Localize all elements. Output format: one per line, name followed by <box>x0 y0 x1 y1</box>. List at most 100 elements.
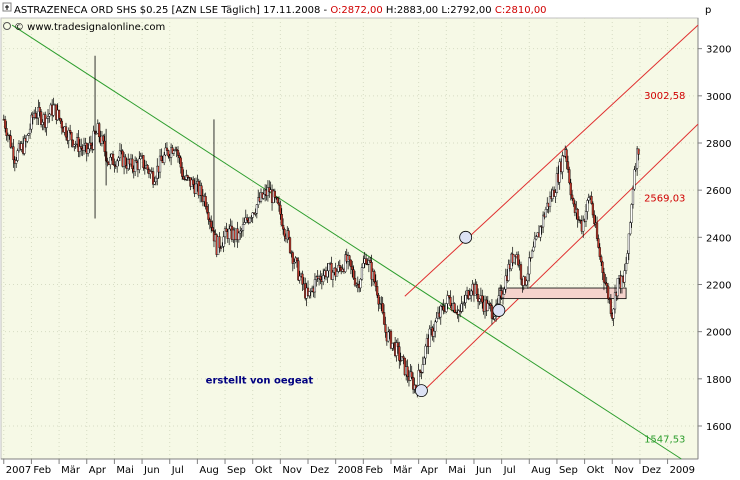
candle-body <box>384 324 387 333</box>
x-tick-label: Sep <box>559 465 578 476</box>
candle-body <box>291 252 294 264</box>
candle-body <box>262 193 265 199</box>
candle-body <box>131 158 134 169</box>
candle-body <box>569 182 572 196</box>
y-tick-label: 2000 <box>706 328 731 339</box>
candle-body <box>387 331 390 342</box>
candle-body <box>48 113 51 117</box>
candle-body <box>410 371 413 378</box>
candle-body <box>602 272 606 283</box>
candle-body <box>475 284 478 295</box>
x-tick-label: Nov <box>282 465 302 476</box>
candle-body <box>113 164 116 166</box>
candle-body <box>225 228 228 232</box>
candle-body <box>467 290 470 299</box>
candle-body <box>118 150 122 159</box>
candle-body <box>370 262 373 280</box>
candle-body <box>71 139 75 147</box>
candles <box>2 55 640 398</box>
candle-body <box>102 135 105 142</box>
candle-body <box>167 150 170 157</box>
candle-body <box>124 156 127 166</box>
candle-body <box>376 286 379 296</box>
candle-body <box>501 293 505 299</box>
candle-body <box>280 214 283 226</box>
candle-body <box>163 154 166 163</box>
candle-body <box>160 155 163 161</box>
candle-body <box>192 179 195 185</box>
candle-body <box>246 217 249 221</box>
candle-body <box>468 295 471 299</box>
candle-body <box>241 224 245 231</box>
y-tick-label: 1800 <box>706 375 731 386</box>
candle-body <box>219 247 222 249</box>
candle-body <box>525 280 528 286</box>
trend-lines <box>11 24 699 460</box>
candle-body <box>369 260 372 263</box>
candle-body <box>449 296 452 306</box>
candle-body <box>103 140 106 152</box>
candle-body <box>111 153 115 165</box>
candle-body <box>250 217 253 219</box>
candle-body <box>412 376 415 390</box>
x-tick-label: Feb <box>365 465 383 476</box>
candle-body <box>26 135 29 142</box>
candle-body <box>64 126 68 138</box>
y-tick-label: 2200 <box>706 280 731 291</box>
candle-body <box>82 145 86 151</box>
candle-body <box>490 305 494 319</box>
axis-unit-label: p <box>705 5 711 16</box>
header-collapse-icon[interactable] <box>2 2 12 12</box>
x-tick-label: 2007 <box>6 465 31 476</box>
candle-body <box>298 275 301 281</box>
candle-body <box>153 181 156 185</box>
candle-body <box>45 118 48 128</box>
candle-body <box>636 148 639 169</box>
candle-body <box>571 194 574 199</box>
candle-body <box>78 146 81 152</box>
candle-body <box>542 214 545 228</box>
candle-body <box>566 161 570 170</box>
candle-body <box>85 142 88 154</box>
candle-body <box>447 295 451 298</box>
candle-body <box>389 330 393 349</box>
red-channel-lower-line <box>421 123 699 394</box>
watermark: © www.tradesignalonline.com <box>14 22 165 33</box>
candle-body <box>530 250 534 258</box>
candle-body <box>381 303 384 313</box>
candle-body <box>116 160 119 167</box>
candle-body <box>362 263 365 268</box>
candle-body <box>15 160 18 164</box>
candle-body <box>434 321 437 332</box>
candle-body <box>276 197 279 204</box>
candle-body <box>445 303 448 312</box>
candle-body <box>555 173 559 193</box>
candle-body <box>5 128 8 136</box>
candle-body <box>223 228 227 238</box>
candle-body <box>92 130 95 150</box>
candle-body <box>351 266 354 270</box>
candle-body <box>309 290 312 293</box>
candle-body <box>331 272 335 280</box>
x-tick-label: Jul <box>503 465 516 476</box>
settings-icon[interactable] <box>3 22 11 30</box>
candle-body <box>273 190 276 198</box>
candle-body <box>533 238 536 248</box>
value-labels: 3002,58 2569,03 1547,53 <box>644 91 685 445</box>
candle-body <box>616 278 619 297</box>
candle-body <box>297 260 300 281</box>
candle-body <box>88 142 91 150</box>
level-value-label: 2569,03 <box>644 193 685 204</box>
candle-body <box>605 283 608 287</box>
x-tick-label: Mär <box>61 465 81 476</box>
candle-body <box>277 202 281 206</box>
candle-body <box>67 130 70 141</box>
candle-body <box>478 298 481 302</box>
candle-body <box>352 269 355 279</box>
candle-body <box>398 346 401 361</box>
y-tick-label: 2800 <box>706 139 731 150</box>
candle-body <box>143 167 146 169</box>
candle-body <box>8 134 11 137</box>
candle-body <box>507 264 510 281</box>
grid-lines <box>1 18 698 459</box>
